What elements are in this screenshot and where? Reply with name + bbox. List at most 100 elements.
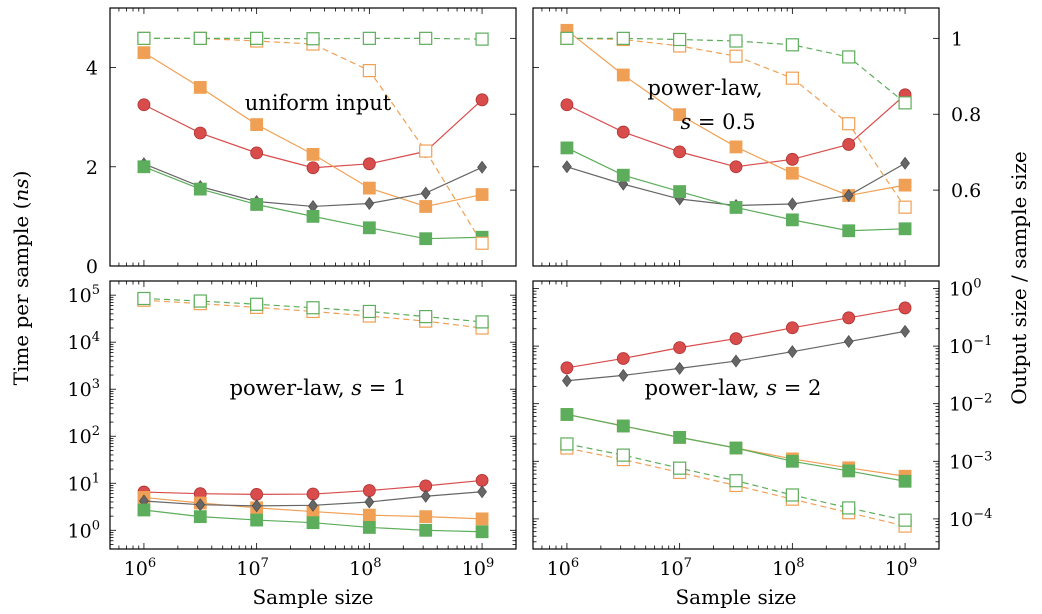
- data-point-square: [673, 430, 687, 444]
- data-point-square: [250, 198, 264, 211]
- y-tick-label: 102: [68, 424, 100, 448]
- data-point-open-square: [842, 501, 856, 515]
- data-point-open-square: [250, 31, 264, 45]
- data-point-open-square: [729, 49, 743, 63]
- series-1: [562, 324, 910, 388]
- y-tick-label: 2: [86, 157, 98, 179]
- data-point-circle: [616, 352, 630, 365]
- data-point-open-square: [193, 294, 207, 308]
- data-point-square: [785, 166, 799, 180]
- data-point-open-square: [729, 474, 743, 488]
- data-point-circle: [560, 98, 574, 112]
- data-point-square: [419, 232, 433, 246]
- data-point-open-square: [673, 32, 687, 47]
- data-point-circle: [842, 138, 856, 151]
- data-point-circle: [616, 125, 630, 139]
- tick-marks: [532, 281, 940, 550]
- data-point-open-square: [785, 488, 799, 502]
- y-axis-title-right: Output size / sample size: [1007, 151, 1031, 404]
- data-point-open-square: [475, 32, 489, 46]
- data-point-circle: [842, 311, 856, 325]
- data-point-open-square: [616, 31, 630, 45]
- data-point-circle: [475, 474, 489, 487]
- panel-annotation-line2: s = 0.5: [680, 110, 755, 134]
- data-point-circle: [673, 341, 687, 355]
- data-point-square: [362, 181, 376, 195]
- data-point-diamond: [420, 186, 431, 200]
- data-point-circle: [137, 98, 151, 112]
- data-point-square: [362, 508, 376, 522]
- panel-annotation: power-law, s = 1: [230, 376, 407, 400]
- data-point-square: [729, 201, 743, 214]
- y2-tick-label: 10−1: [949, 334, 992, 358]
- data-point-diamond: [364, 196, 375, 210]
- data-point-square: [137, 160, 151, 174]
- series-3: [137, 503, 489, 539]
- data-point-open-square: [475, 236, 489, 250]
- data-point-circle: [193, 126, 207, 140]
- data-point-square: [419, 510, 433, 524]
- data-point-circle: [475, 93, 489, 107]
- panel-annotation-line1: power-law,: [647, 76, 762, 100]
- tick-labels: 0 2 4 0.6 0.8 1 100 101 102 103 104 105 106 107 108 109…: [68, 28, 993, 580]
- series-5: [137, 291, 489, 329]
- x-tick-label: 109: [885, 556, 917, 580]
- data-point-diamond: [674, 361, 685, 375]
- x-tick-label: 108: [349, 556, 381, 580]
- y2-tick-label: 0.6: [951, 180, 981, 202]
- panel-bottom-right: power-law, s = 2: [532, 280, 940, 550]
- data-point-open-square: [785, 38, 799, 52]
- series-5: [560, 437, 912, 527]
- data-point-square: [306, 147, 320, 161]
- data-point-circle: [306, 161, 320, 175]
- data-point-square: [250, 118, 264, 131]
- data-point-square: [898, 178, 912, 192]
- y-tick-label: 0: [86, 256, 98, 278]
- data-point-square: [419, 523, 433, 537]
- panel-frame: [532, 7, 940, 267]
- y-tick-label: 100: [68, 518, 100, 542]
- data-point-open-square: [560, 437, 574, 451]
- x-tick-label: 109: [462, 556, 494, 580]
- y2-tick-label: 0.8: [951, 104, 981, 126]
- data-point-open-square: [898, 513, 912, 527]
- tick-marks: [109, 280, 517, 550]
- data-point-open-square: [362, 31, 376, 45]
- data-point-square: [362, 521, 376, 534]
- panel-frame: [109, 280, 517, 550]
- data-point-open-square: [560, 31, 574, 45]
- data-point-square: [137, 503, 151, 517]
- data-point-square: [616, 168, 630, 182]
- data-point-circle: [362, 484, 376, 497]
- series-3: [560, 141, 912, 238]
- series-layer: [137, 31, 489, 250]
- data-point-circle: [729, 332, 743, 345]
- data-point-square: [729, 441, 743, 455]
- series-layer: [560, 301, 912, 533]
- y-tick-label: 105: [68, 283, 100, 307]
- data-point-open-square: [419, 144, 433, 158]
- y-tick-label: 101: [68, 471, 100, 495]
- data-point-circle: [898, 301, 912, 315]
- data-point-square: [306, 516, 320, 530]
- x-tick-label: 108: [772, 556, 804, 580]
- data-point-open-square: [673, 461, 687, 475]
- y2-tick-label: 1: [951, 28, 963, 50]
- data-point-open-square: [842, 50, 856, 64]
- series-0: [560, 301, 912, 375]
- data-point-open-square: [362, 304, 376, 319]
- data-point-circle: [306, 487, 320, 501]
- data-point-square: [560, 141, 574, 155]
- series-layer: [137, 291, 489, 539]
- data-point-square: [616, 419, 630, 433]
- data-point-circle: [250, 146, 264, 160]
- y-tick-label: 103: [68, 377, 100, 401]
- data-point-circle: [785, 152, 799, 166]
- data-point-circle: [362, 157, 376, 171]
- data-point-square: [193, 80, 207, 94]
- data-point-square: [785, 454, 799, 468]
- panel-bottom-left: power-law, s = 1: [109, 280, 517, 550]
- y2-tick-label: 100: [949, 277, 981, 301]
- data-point-square: [898, 222, 912, 236]
